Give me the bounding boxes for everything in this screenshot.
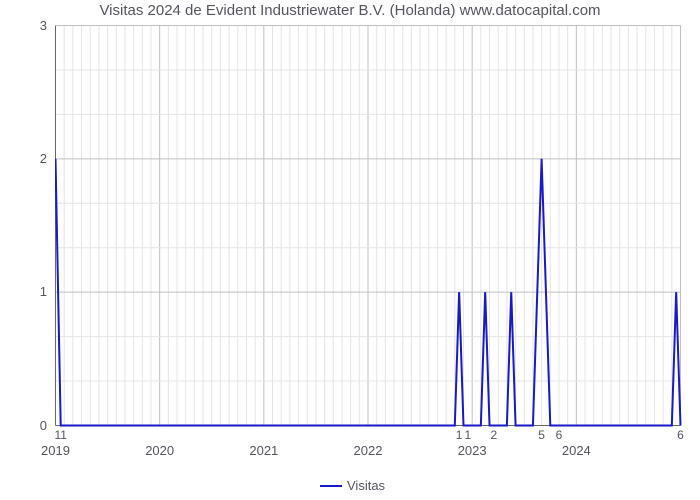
data-point-label: 11: [54, 428, 66, 442]
data-point-label: 6: [556, 428, 563, 442]
data-point-label: 1: [456, 428, 463, 442]
data-point-label: 2: [491, 428, 498, 442]
y-tick-label: 1: [17, 284, 47, 299]
legend-swatch: [320, 485, 342, 487]
data-point-label: 5: [538, 428, 545, 442]
x-tick-label: 2022: [354, 443, 383, 458]
y-tick-label: 3: [17, 18, 47, 33]
x-tick-label: 2019: [41, 443, 70, 458]
y-tick-label: 0: [17, 418, 47, 433]
legend: Visitas: [320, 478, 385, 493]
legend-label: Visitas: [347, 478, 385, 493]
x-tick-label: 2021: [249, 443, 278, 458]
x-tick-label: 2023: [458, 443, 487, 458]
y-tick-label: 2: [17, 151, 47, 166]
data-point-label: 1: [464, 428, 471, 442]
x-tick-label: 2020: [145, 443, 174, 458]
chart-container: Visitas 2024 de Evident Industriewater B…: [0, 0, 700, 500]
x-tick-label: 2024: [562, 443, 591, 458]
chart-title: Visitas 2024 de Evident Industriewater B…: [0, 2, 700, 19]
plot-area: [55, 25, 682, 427]
data-point-label: 6: [677, 428, 684, 442]
